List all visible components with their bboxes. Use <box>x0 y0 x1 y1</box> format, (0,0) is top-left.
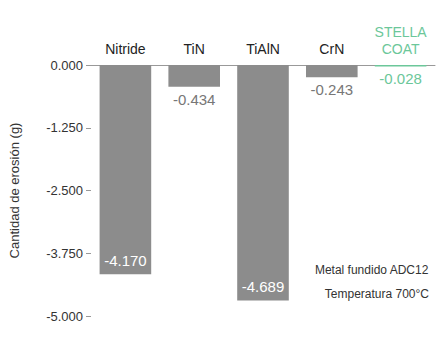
svg-text:STELLA: STELLA <box>375 24 428 40</box>
svg-text:Nitride: Nitride <box>105 41 146 57</box>
svg-text:-3.750: -3.750 <box>46 246 83 261</box>
svg-text:-2.500: -2.500 <box>46 183 83 198</box>
svg-text:-0.028: -0.028 <box>379 70 422 87</box>
svg-text:TiN: TiN <box>184 41 205 57</box>
svg-text:0.000: 0.000 <box>50 58 83 73</box>
svg-text:-0.243: -0.243 <box>311 81 354 98</box>
svg-text:COAT: COAT <box>382 41 420 57</box>
svg-text:Temperatura 700°C: Temperatura 700°C <box>325 287 430 301</box>
svg-text:-4.689: -4.689 <box>242 278 285 295</box>
svg-text:Cantidad de erosión (g): Cantidad de erosión (g) <box>7 123 22 259</box>
svg-text:-0.434: -0.434 <box>173 91 216 108</box>
svg-text:TiAlN: TiAlN <box>246 41 280 57</box>
svg-text:-1.250: -1.250 <box>46 120 83 135</box>
svg-text:Metal fundido ADC12: Metal fundido ADC12 <box>315 263 429 277</box>
svg-text:-4.170: -4.170 <box>104 252 147 269</box>
svg-text:CrN: CrN <box>319 41 344 57</box>
svg-text:-5.000: -5.000 <box>46 309 83 324</box>
